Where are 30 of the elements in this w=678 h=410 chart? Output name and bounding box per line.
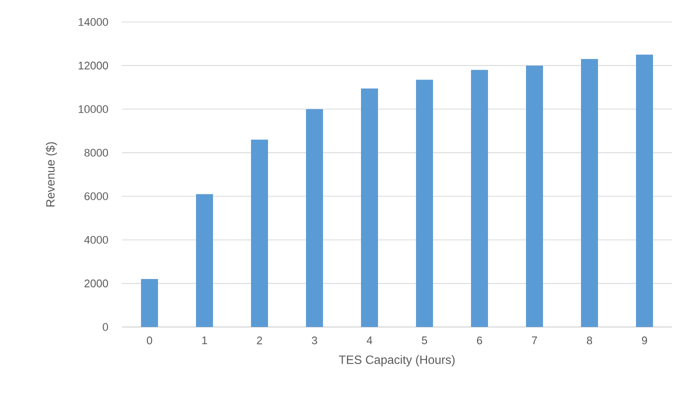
x-tick-label: 2	[256, 336, 262, 344]
y-tick-label: 12000	[78, 62, 108, 70]
x-tick-label: 9	[642, 336, 648, 344]
bar	[526, 66, 543, 327]
bar	[416, 80, 434, 327]
y-tick-label: 14000	[78, 18, 108, 26]
bar	[471, 70, 488, 327]
x-tick-label: 7	[532, 336, 538, 344]
y-tick-label: 4000	[84, 236, 108, 244]
x-tick-label: 1	[202, 336, 208, 344]
bar	[636, 54, 653, 327]
x-axis-title: TES Capacity (Hours)	[338, 355, 455, 366]
x-tick-label: 4	[366, 336, 372, 344]
x-tick-label: 0	[146, 336, 152, 344]
bar	[581, 59, 598, 327]
y-tick-label: 2000	[84, 280, 108, 288]
y-tick-label: 8000	[84, 148, 108, 157]
bar	[361, 88, 378, 327]
y-tick-label: 6000	[84, 192, 108, 200]
y-axis-title: Revenue ($)	[46, 142, 58, 207]
x-tick-label: 3	[312, 336, 318, 344]
bar	[196, 194, 214, 327]
bar	[306, 109, 324, 327]
y-tick-label: 10000	[78, 105, 108, 114]
x-tick-label: 5	[422, 336, 428, 344]
bar	[251, 140, 268, 327]
y-tick-label: 0	[102, 323, 108, 331]
bar	[141, 279, 158, 327]
x-tick-label: 6	[477, 336, 482, 344]
x-tick-label: 8	[586, 336, 592, 344]
